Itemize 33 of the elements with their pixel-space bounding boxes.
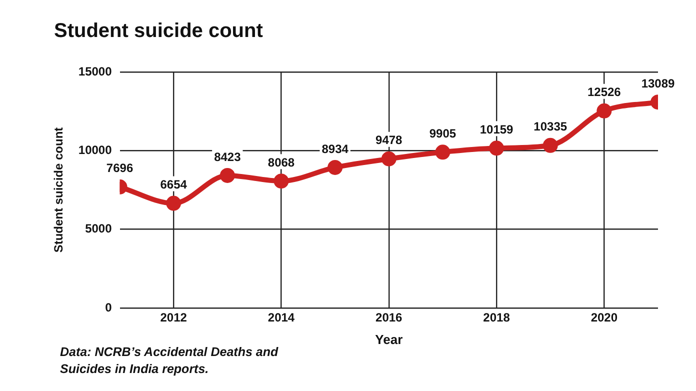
y-tick-label: 15000 [78, 64, 112, 78]
point [166, 196, 182, 211]
x-tick-label: 2020 [590, 310, 618, 325]
data-label: 6654 [160, 178, 188, 192]
x-tick-label: 2016 [376, 310, 403, 325]
data-label: 12526 [587, 85, 622, 100]
point [435, 144, 450, 160]
point [489, 140, 504, 156]
point [542, 138, 558, 153]
data-label: 7696 [106, 161, 134, 176]
y-tick-label: 5000 [85, 222, 112, 236]
data-label: 8934 [322, 142, 349, 156]
point [328, 160, 343, 175]
data-label: 9478 [376, 133, 403, 148]
x-tick-label: 2012 [160, 310, 188, 325]
x-tick-label: 2018 [483, 310, 510, 325]
data-label: 10159 [480, 122, 514, 136]
data-label: 13089 [641, 76, 676, 90]
point [274, 174, 289, 189]
data-label: 10335 [534, 120, 568, 134]
y-tick-label: 10000 [78, 142, 112, 157]
data-label: 9905 [429, 126, 456, 140]
data-label: 8068 [268, 155, 295, 170]
x-axis-title: Year [375, 332, 403, 347]
y-tick-label: 0 [105, 300, 112, 314]
chart-title: Student suicide count [54, 20, 263, 43]
y-axis-title: Student suicide count [52, 127, 66, 253]
x-tick-label: 2014 [268, 310, 295, 325]
data-label: 8423 [214, 150, 242, 164]
text: Data: NCRB’s Accidental Deaths and Suicides in India reports. [60, 344, 280, 378]
point [596, 103, 612, 118]
point [381, 151, 396, 166]
point [220, 168, 235, 183]
